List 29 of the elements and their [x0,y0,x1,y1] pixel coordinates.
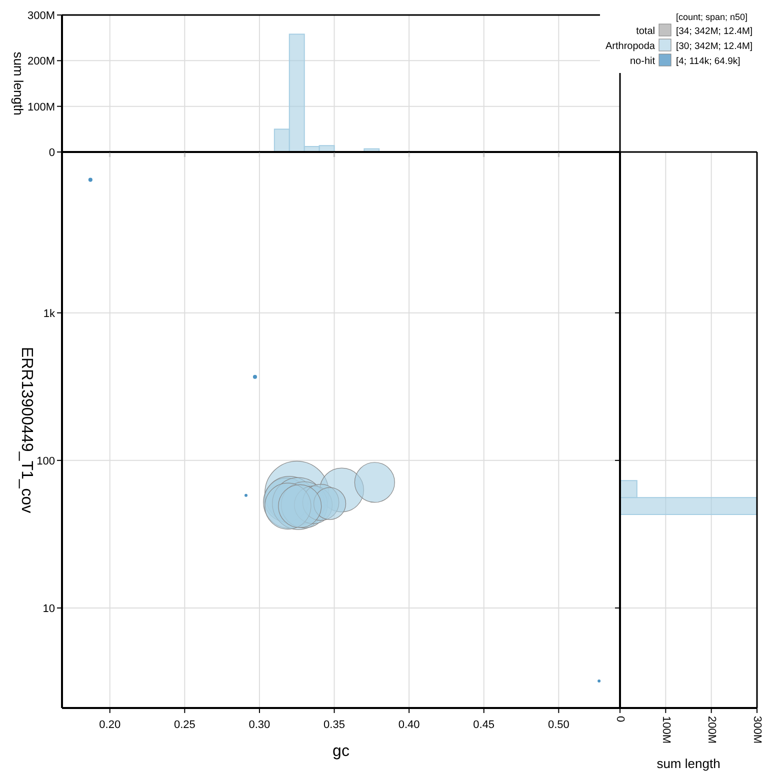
y-tick-label: 100M [27,101,55,114]
text: [30; 342M; 12.4M] [676,41,753,52]
x-axis-title: gc [332,743,350,760]
legend-label: no-hit [630,56,656,67]
y-tick-label: 0 [48,147,55,159]
x-tick-label: 0.35 [324,719,345,731]
x-tick-label: 0.20 [99,719,121,731]
y-tick-label: 300M [27,10,55,22]
y-axis-title: sum length [11,52,26,116]
legend-label: total [636,26,655,37]
text: [4; 114k; 64.9k] [676,56,740,67]
y-tick-label: 100 [36,455,55,468]
x-tick-label: 0.25 [174,719,196,731]
legend-title: [count; span; n50] [676,12,748,22]
legend-label: Arthropoda [606,41,656,52]
y-tick-label: 1k [43,308,56,320]
x-tick-label: 0.45 [473,719,495,731]
x-tick-label: 300M [751,716,764,744]
x-tick-label: 0 [614,716,626,722]
x-tick-label: 100M [660,716,672,744]
y-tick-label: 10 [42,602,55,615]
text: [34; 342M; 12.4M] [676,26,753,37]
y-tick-label: 200M [27,56,55,68]
x-tick-label: 200M [705,716,718,744]
x-tick-label: 0.30 [248,719,270,731]
x-tick-label: 0.40 [398,719,420,731]
x-tick-label: 0.50 [548,719,570,731]
y-axis-title: ERR13900449_T1_cov [18,346,35,514]
x-axis-title: sum length [656,756,720,771]
